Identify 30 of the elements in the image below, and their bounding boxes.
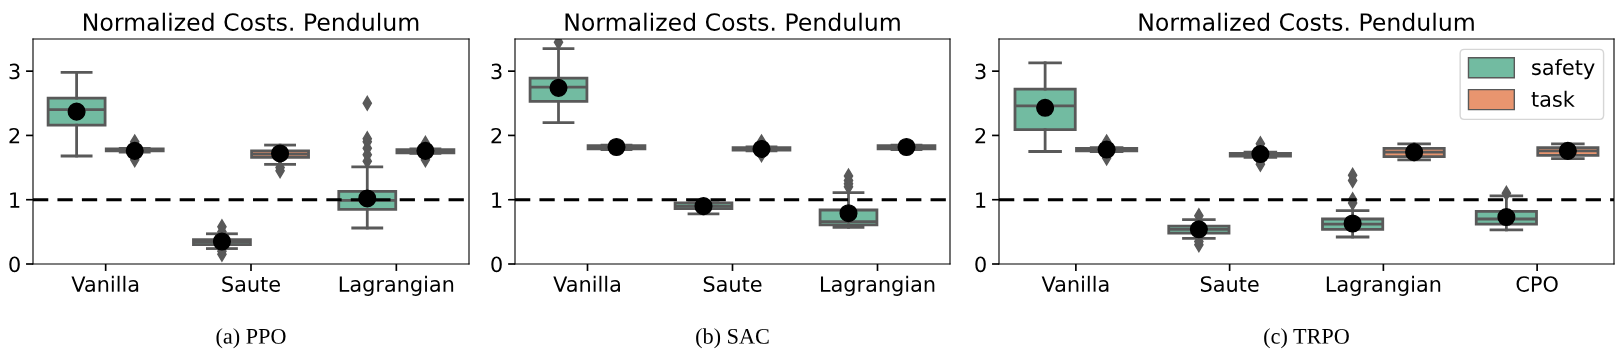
legend-label: safety <box>1532 59 1595 80</box>
legend-label: task <box>1531 90 1575 107</box>
chart-title: Normalized Costs. Pendulum <box>84 12 419 31</box>
y-tick-label: 3 <box>9 63 20 80</box>
x-tick-label: Saute <box>1200 276 1259 292</box>
y-tick-label: 2 <box>9 127 20 144</box>
x-tick-label: Saute <box>222 276 280 292</box>
chart-title: Normalized Costs. Pendulum <box>1139 12 1474 31</box>
y-tick-label: 2 <box>975 127 986 144</box>
y-tick-label: 0 <box>9 256 20 273</box>
y-tick-label: 0 <box>491 256 502 273</box>
chart-title: Normalized Costs. Pendulum <box>565 12 900 31</box>
y-tick-label: 2 <box>491 127 502 144</box>
y-tick-label: 1 <box>10 192 20 208</box>
x-tick-label: Lagrangian <box>339 275 454 296</box>
x-tick-label: Lagrangian <box>820 275 935 296</box>
x-tick-label: Saute <box>703 276 762 292</box>
y-tick-label: 3 <box>491 63 502 80</box>
y-tick-label: 3 <box>975 63 986 80</box>
text: (b) SAC <box>696 328 769 349</box>
x-tick-label: Vanilla <box>1041 275 1109 292</box>
y-tick-label: 0 <box>975 256 986 273</box>
y-tick-label: 1 <box>976 192 986 208</box>
x-tick-label: Vanilla <box>553 275 620 292</box>
y-tick-label: 1 <box>492 192 502 208</box>
text: (a) PPO <box>216 328 286 349</box>
x-tick-label: Vanilla <box>71 275 139 292</box>
x-tick-label: Lagrangian <box>1326 275 1441 296</box>
x-tick-label: CPO <box>1516 276 1558 292</box>
text: (c) TRPO <box>1264 328 1349 349</box>
